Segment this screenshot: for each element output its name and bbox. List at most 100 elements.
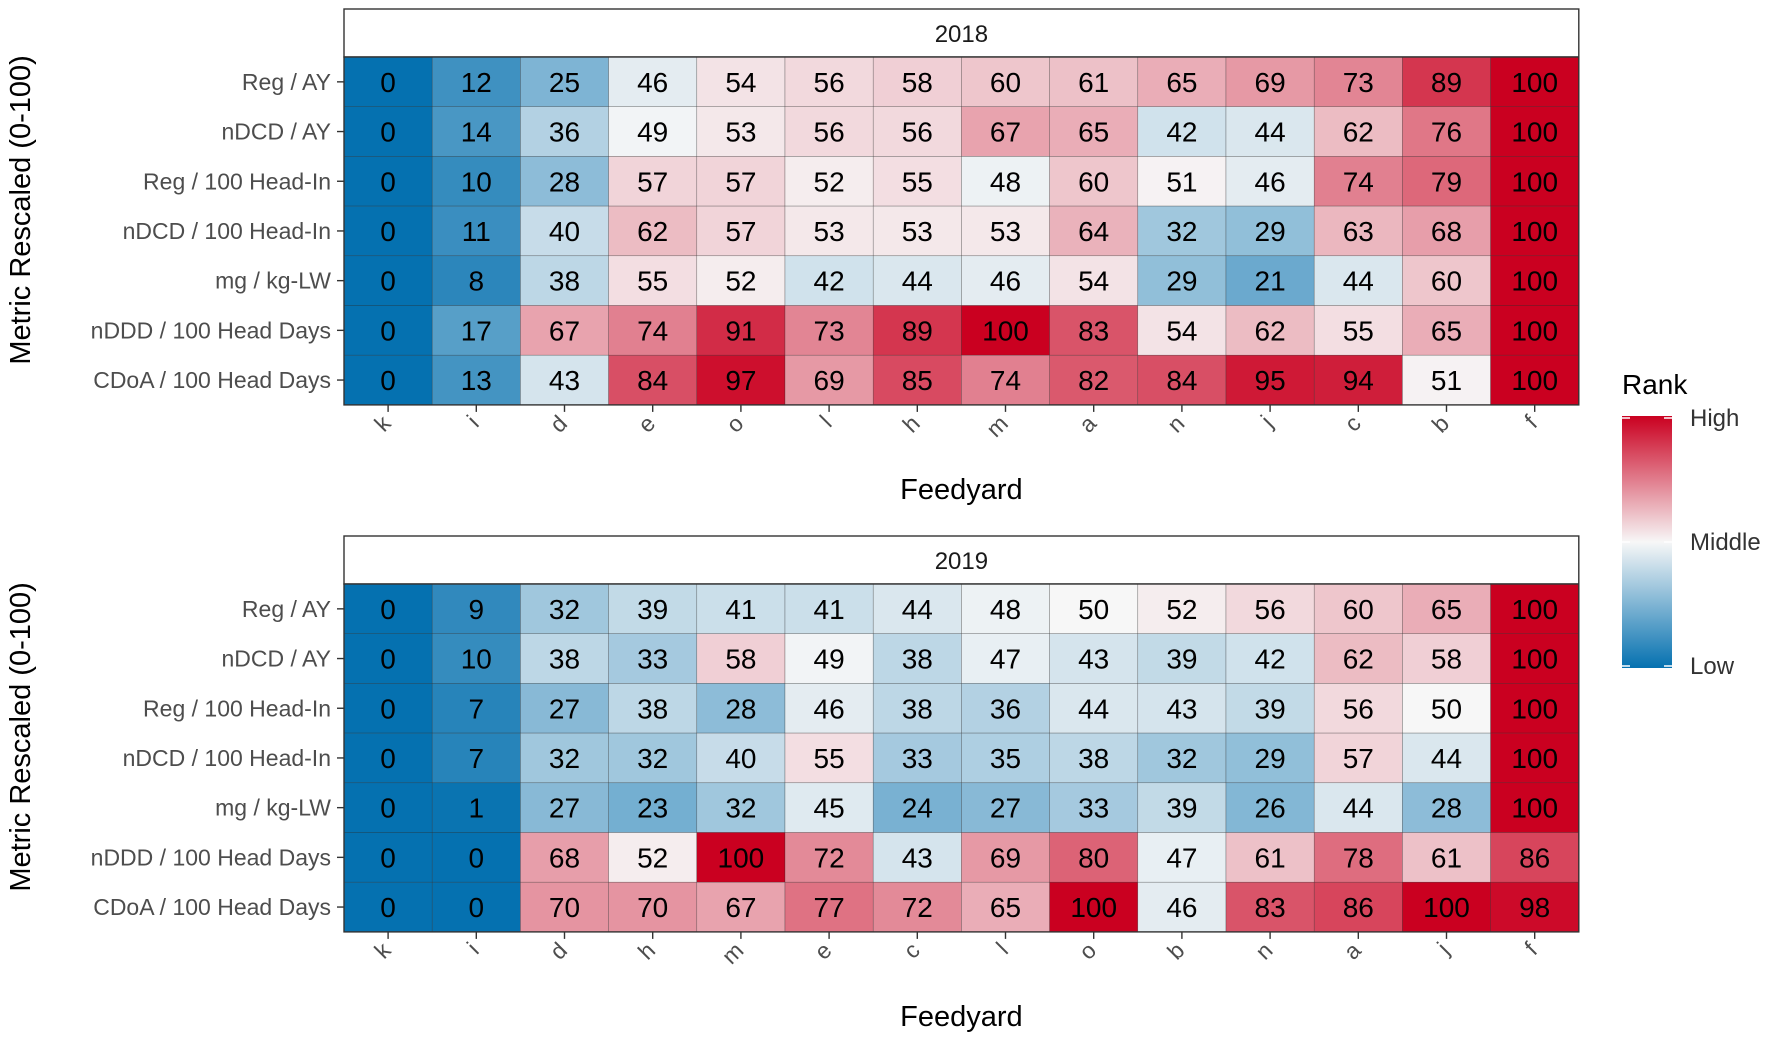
tile-value-label: 84	[1166, 365, 1197, 396]
heatmap-tile	[608, 782, 698, 833]
heatmap-tile	[872, 305, 962, 356]
x-tick-label: l	[991, 937, 1013, 959]
heatmap-tile	[784, 106, 874, 157]
x-tick-label: f	[1519, 410, 1542, 433]
facet-strip-label: 2019	[935, 548, 988, 575]
tile-value-label: 100	[1511, 216, 1558, 247]
heatmap-tile	[1225, 354, 1315, 406]
tile-value-label: 0	[469, 892, 485, 923]
tile-value-label: 0	[380, 842, 396, 873]
heatmap-tile	[1402, 683, 1491, 734]
x-tick-label: e	[809, 937, 836, 964]
heatmap-tile	[1049, 156, 1139, 207]
x-tick-label: h	[897, 410, 924, 437]
tile-value-label: 58	[725, 644, 756, 675]
tile-value-label: 100	[1511, 594, 1558, 625]
x-tick-label: o	[1074, 937, 1101, 964]
heatmap-tile	[961, 583, 1050, 634]
heatmap-tile	[696, 106, 786, 157]
heatmap-tile	[872, 633, 962, 684]
tile-value-label: 74	[637, 315, 668, 346]
tile-value-label: 38	[1078, 743, 1109, 774]
tile-value-label: 91	[725, 315, 756, 346]
x-axis-title: Feedyard	[900, 474, 1023, 506]
heatmap-tile	[784, 832, 874, 883]
x-tick-label: m	[716, 937, 748, 969]
heatmap-tile	[431, 782, 521, 833]
heatmap-tile	[961, 205, 1050, 257]
tile-value-label: 82	[1078, 365, 1109, 396]
tile-value-label: 97	[725, 365, 756, 396]
y-tick-label: nDCD / AY	[222, 646, 332, 672]
heatmap-tile	[872, 205, 962, 257]
tile-value-label: 68	[549, 842, 580, 873]
heatmap-tile	[1137, 732, 1227, 784]
tile-value-label: 0	[469, 842, 485, 873]
heatmap-tile	[872, 106, 962, 157]
heatmap-tile	[784, 156, 874, 207]
heatmap-tile	[1137, 633, 1227, 684]
heatmap-tile	[872, 683, 962, 734]
tile-value-label: 33	[902, 743, 933, 774]
tile-value-label: 86	[1519, 842, 1550, 873]
tile-value-label: 10	[461, 644, 492, 675]
tile-value-label: 52	[814, 166, 845, 197]
heatmap-tile	[872, 732, 962, 784]
rank-legend: Rank High Middle Low	[1622, 369, 1761, 680]
tile-value-label: 47	[990, 644, 1021, 675]
tile-value-label: 68	[1431, 216, 1462, 247]
heatmap-tile	[1137, 255, 1227, 306]
heatmap-tile	[1490, 354, 1580, 406]
heatmap-tile	[696, 255, 786, 306]
tile-value-label: 17	[461, 315, 492, 346]
tile-value-label: 42	[1166, 117, 1197, 148]
heatmap-tile	[696, 305, 786, 356]
heatmap-tile	[431, 106, 521, 157]
heatmap-tile	[431, 205, 521, 257]
heatmap-tile	[696, 881, 786, 933]
tile-value-label: 10	[461, 166, 492, 197]
heatmap-tile	[1225, 305, 1315, 356]
heatmap-tile	[343, 305, 433, 356]
heatmap-tile	[961, 633, 1050, 684]
heatmap-tile	[520, 832, 609, 883]
tile-value-label: 25	[549, 67, 580, 98]
heatmap-tile	[431, 732, 521, 784]
tile-value-label: 79	[1431, 166, 1462, 197]
tile-value-label: 62	[1255, 315, 1286, 346]
tile-value-label: 42	[1255, 644, 1286, 675]
heatmap-tile	[1313, 782, 1403, 833]
heatmap-tile	[1490, 881, 1580, 933]
tile-value-label: 12	[461, 67, 492, 98]
tile-value-label: 65	[1431, 594, 1462, 625]
y-tick-label: Reg / AY	[242, 69, 331, 95]
heatmap-tile	[520, 881, 609, 933]
heatmap-tile	[1225, 255, 1315, 306]
tile-value-label: 51	[1166, 166, 1197, 197]
heatmap-tile	[343, 583, 433, 634]
heatmap-tile	[1225, 633, 1315, 684]
heatmap-tile	[961, 156, 1050, 207]
heatmap-tile	[608, 732, 698, 784]
heatmap-tile	[784, 583, 874, 634]
heatmap-tile	[1137, 782, 1227, 833]
facet-strip	[343, 535, 1580, 585]
heatmap-tile	[608, 205, 698, 257]
y-tick-label: nDCD / 100 Head-In	[123, 218, 331, 244]
x-tick-label: k	[369, 410, 396, 437]
x-axis-title: Feedyard	[900, 1001, 1023, 1033]
tile-value-label: 63	[1343, 216, 1374, 247]
tile-value-label: 48	[990, 166, 1021, 197]
heatmap-tile	[1137, 106, 1227, 157]
tile-value-label: 0	[380, 892, 396, 923]
x-tick-label: h	[633, 937, 660, 964]
heatmap-tile	[343, 732, 433, 784]
heatmap-tile	[961, 305, 1050, 356]
y-tick-label: nDCD / AY	[222, 119, 332, 145]
heatmap-tile	[1402, 583, 1491, 634]
heatmap-tile	[696, 782, 786, 833]
heatmap-tile	[1490, 583, 1580, 634]
tile-value-label: 0	[380, 644, 396, 675]
tile-value-label: 100	[1070, 892, 1117, 923]
tile-value-label: 73	[814, 315, 845, 346]
